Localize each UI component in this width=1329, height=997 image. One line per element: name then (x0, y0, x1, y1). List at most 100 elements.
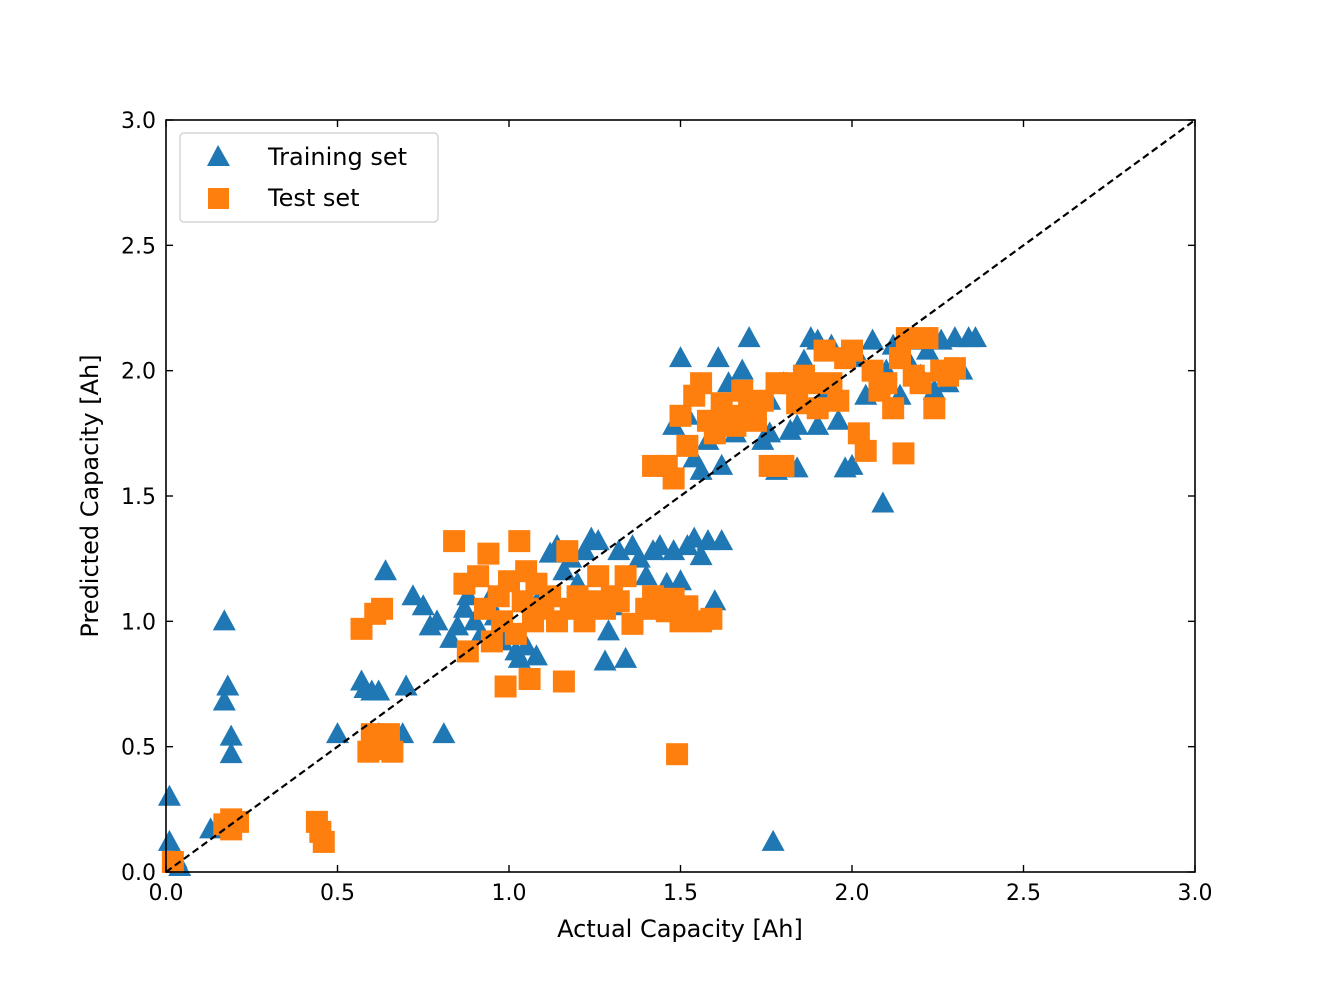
training-point (669, 569, 692, 591)
training-point (710, 529, 734, 551)
y-tick-label: 0.0 (121, 861, 156, 886)
training-point (514, 634, 538, 656)
test-point (494, 675, 517, 698)
training-point (915, 338, 939, 360)
training-point (452, 596, 476, 618)
training-point (326, 722, 349, 744)
test-point (371, 597, 394, 620)
training-point (524, 644, 548, 666)
test-point (786, 392, 809, 415)
training-point (840, 453, 864, 475)
training-point (730, 358, 754, 380)
training-point (806, 413, 830, 435)
test-point (889, 347, 912, 370)
training-point (689, 458, 713, 480)
training-point (425, 609, 449, 631)
test-point (161, 850, 184, 873)
test-point (676, 434, 699, 457)
test-point (731, 379, 754, 402)
training-point (411, 594, 435, 616)
x-tick-label: 2.0 (835, 881, 870, 906)
test-point (854, 439, 877, 462)
y-tick-label: 1.0 (121, 610, 156, 635)
x-tick-label: 0.0 (149, 881, 184, 906)
training-point (963, 326, 987, 348)
training-point (826, 408, 850, 430)
test-point (827, 389, 850, 412)
training-point (758, 421, 782, 443)
reference-line-layer (165, 119, 1196, 873)
training-point (669, 346, 692, 368)
test-point (806, 397, 829, 420)
test-point (614, 565, 637, 588)
training-point (446, 614, 470, 636)
test-point (751, 389, 774, 412)
test-point (508, 530, 531, 553)
test-point (377, 723, 400, 746)
test-point (909, 372, 932, 395)
training-point (401, 584, 425, 606)
y-tick-label: 3.0 (121, 109, 156, 134)
test-point (498, 570, 520, 593)
test-point (467, 565, 490, 588)
legend-label-training: Training set (267, 143, 407, 171)
y-tick-label: 0.5 (121, 736, 156, 761)
test-point (607, 590, 630, 613)
test-point (539, 585, 562, 608)
x-tick-label: 0.5 (320, 881, 355, 906)
test-point (573, 610, 596, 633)
training-point (219, 742, 243, 764)
training-point (761, 829, 785, 851)
training-point (456, 584, 480, 606)
training-point (682, 526, 706, 548)
test-point (669, 404, 692, 427)
test-point (220, 818, 243, 841)
test-point (892, 442, 915, 465)
training-point (572, 539, 596, 561)
x-axis-label: Actual Capacity [Ah] (557, 915, 803, 943)
training-point (394, 674, 418, 696)
y-axis-label: Predicted Capacity [Ah] (76, 354, 104, 637)
training-point (871, 491, 895, 513)
test-point (724, 414, 747, 437)
y-tick-label: 2.5 (121, 234, 156, 259)
test-point (772, 454, 795, 477)
training-point (212, 689, 236, 711)
training-point (216, 674, 240, 696)
test-point (480, 630, 503, 653)
training-point (703, 589, 727, 611)
legend-label-test: Test set (267, 184, 360, 212)
training-point (552, 559, 576, 581)
training-point (614, 646, 638, 668)
test-point (895, 327, 918, 350)
training-point (922, 378, 946, 400)
x-tick-label: 2.5 (1006, 881, 1041, 906)
training-point (439, 626, 463, 648)
x-tick-label: 3.0 (1178, 881, 1213, 906)
training-point (507, 646, 531, 668)
training-point (737, 326, 761, 348)
test-point (943, 357, 966, 380)
training-point (792, 348, 816, 370)
training-point (627, 546, 651, 568)
test-point (312, 830, 335, 853)
test-point (556, 540, 579, 563)
training-point (634, 564, 658, 586)
test-point (841, 339, 863, 362)
training-point (861, 328, 885, 350)
legend-box (179, 132, 439, 223)
training-point (596, 619, 620, 641)
test-point (690, 372, 713, 395)
test-point (587, 565, 610, 588)
test-point (662, 467, 685, 490)
ticks-layer: 0.0 0.5 1.0 1.5 2.0 2.5 3.0 0.0 0.5 1.0 1.5 2.0 2.5 3… (121, 109, 1213, 906)
test-point (511, 590, 534, 613)
test-point (799, 372, 822, 395)
legend-marker-training (207, 145, 230, 166)
training-point (374, 559, 398, 581)
y-tick-label: 2.0 (121, 360, 156, 385)
training-point (212, 609, 236, 631)
test-point (518, 667, 541, 690)
training-point (432, 722, 456, 744)
